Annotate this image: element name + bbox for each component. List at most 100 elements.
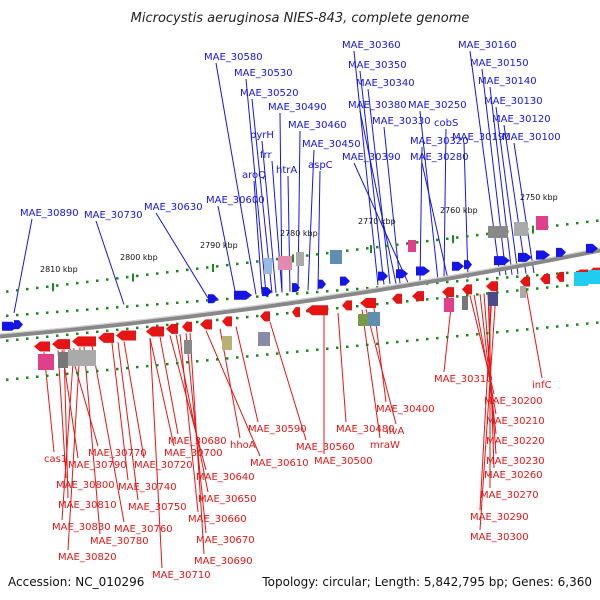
track-dot — [366, 286, 369, 290]
track-dot — [556, 285, 559, 288]
track-dot — [456, 280, 459, 283]
plus-gene-arrow — [536, 250, 550, 260]
kbp-label: 2750 kbp — [520, 193, 558, 202]
genome-backbone-highlight — [0, 247, 600, 335]
track-dot — [136, 365, 139, 369]
plus-leader-line — [481, 68, 507, 276]
kbp-tick — [212, 264, 214, 272]
track-dot — [336, 289, 339, 292]
minus-gene-label: MAE_30640 — [196, 472, 255, 483]
track-dot — [366, 247, 369, 250]
minus-gene-label: MAE_30750 — [128, 502, 187, 513]
track-dot — [466, 235, 469, 238]
track-dot — [256, 260, 259, 263]
track-dot — [476, 233, 479, 237]
track-dot — [106, 278, 109, 281]
minus-gene-label: MAE_30700 — [164, 448, 223, 459]
track-dot — [136, 274, 139, 278]
track-dot — [276, 312, 279, 316]
track-dot — [566, 324, 569, 327]
minus-leader-line — [149, 337, 175, 447]
minus-gene-arrow — [292, 307, 300, 318]
minus-gene-label: MAE_30310 — [434, 374, 493, 385]
minus-gene-arrow — [556, 271, 564, 282]
track-dot — [286, 293, 289, 296]
track-dot — [96, 369, 99, 373]
track-dot — [276, 352, 279, 355]
kbp-label: 2790 kbp — [200, 241, 238, 250]
plus-gene-arrow — [234, 290, 252, 300]
plus-leader-line — [297, 130, 301, 292]
track-dot — [216, 298, 219, 301]
track-dot — [66, 283, 69, 286]
track-dot — [76, 281, 79, 285]
track-dot — [196, 299, 199, 303]
track-dot — [6, 314, 9, 318]
minus-gene-arrow — [200, 319, 212, 330]
gene-feature-block — [488, 292, 498, 306]
minus-leader-line — [61, 348, 75, 521]
plus-gene-label: MAE_30340 — [356, 78, 415, 89]
track-dot — [276, 293, 279, 297]
minus-leader-line — [269, 321, 307, 441]
track-dot — [16, 289, 19, 292]
minus-gene-arrow — [98, 332, 114, 343]
plus-gene-label: MAE_30280 — [410, 152, 469, 163]
track-dot — [426, 298, 429, 301]
track-dot — [356, 344, 359, 348]
plus-leader-line — [95, 220, 125, 305]
minus-gene-arrow — [34, 341, 50, 352]
minus-leader-line — [67, 347, 81, 551]
track-dot — [116, 328, 119, 332]
track-dot — [86, 331, 89, 335]
track-dot — [596, 219, 599, 222]
track-dot — [36, 286, 39, 290]
minus-leader-line — [169, 335, 207, 471]
track-dot — [436, 297, 439, 300]
track-dot — [226, 263, 229, 267]
track-dot — [336, 306, 339, 310]
gene-feature-block — [264, 258, 272, 274]
track-dot — [346, 345, 349, 349]
kbp-label: 2760 kbp — [440, 206, 478, 215]
track-dot — [186, 361, 189, 364]
track-dot — [346, 288, 349, 291]
kbp-label: 2770 kbp — [358, 217, 396, 226]
track-dot — [486, 292, 489, 295]
plus-gene-label: MAE_30150 — [470, 58, 529, 69]
track-dot — [126, 366, 129, 370]
track-dot — [476, 278, 479, 282]
plus-gene-arrow — [208, 294, 218, 304]
track-dot — [416, 338, 419, 342]
gene-feature-block — [408, 240, 416, 252]
track-dot — [116, 306, 119, 309]
track-dot — [166, 323, 169, 327]
track-dot — [186, 300, 189, 304]
minus-gene-label: MAE_30290 — [470, 512, 529, 523]
gene-feature-block — [68, 350, 96, 366]
track-dot — [526, 288, 529, 291]
minus-gene-arrow — [540, 274, 550, 284]
track-dot — [586, 322, 589, 325]
plus-leader-line — [155, 212, 209, 299]
gene-feature-block — [184, 340, 192, 354]
track-dot — [486, 332, 489, 335]
track-dot — [156, 303, 159, 306]
track-dot — [476, 293, 479, 296]
track-dot — [136, 304, 139, 308]
minus-gene-arrow — [146, 326, 164, 337]
gene-feature-block — [536, 216, 548, 230]
track-dot — [166, 362, 169, 366]
minus-gene-label: MAE_30770 — [88, 448, 147, 459]
track-dot — [146, 303, 149, 307]
track-dot — [526, 274, 529, 278]
track-dot — [216, 358, 219, 361]
track-dot — [276, 257, 279, 261]
track-dot — [326, 251, 329, 255]
genome-summary-text: Topology: circular; Length: 5,842,795 bp… — [261, 575, 592, 589]
track-dot — [286, 351, 289, 354]
minus-gene-arrow — [442, 287, 454, 298]
track-dot — [166, 271, 169, 274]
track-dot — [266, 353, 269, 356]
minus-leader-line — [63, 349, 69, 499]
